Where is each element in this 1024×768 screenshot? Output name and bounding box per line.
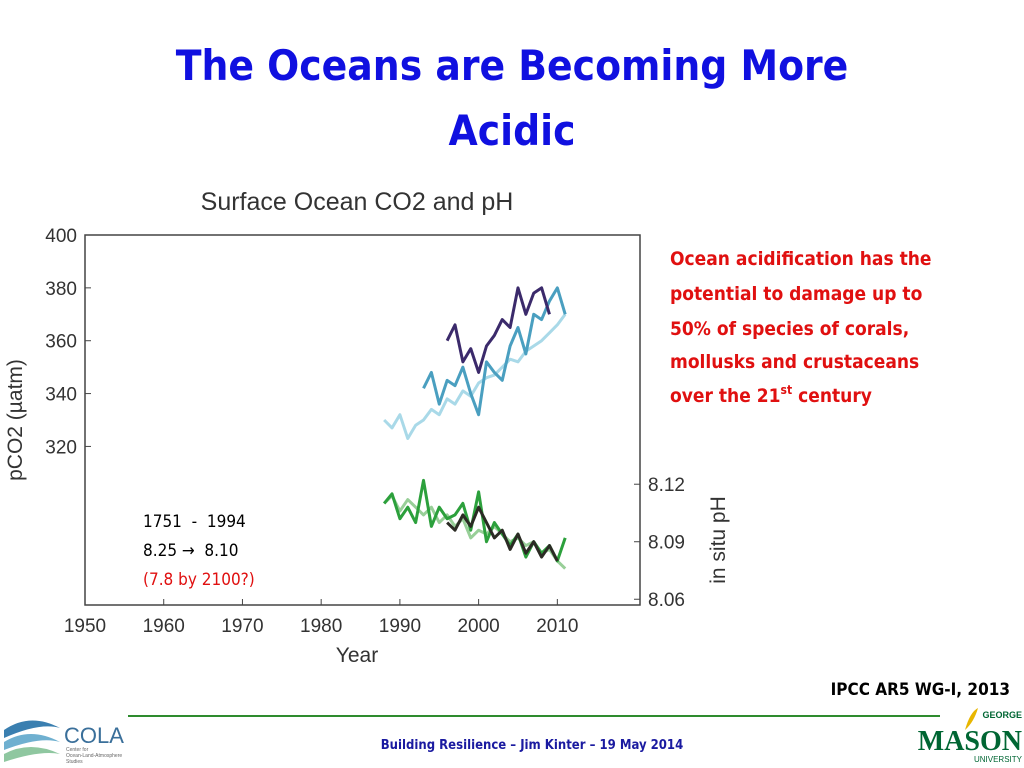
wave — [4, 734, 60, 750]
text-part: century — [792, 385, 872, 407]
y-tick-label: 340 — [45, 385, 77, 406]
text-part: over the 21 — [670, 385, 781, 407]
note-line: 8.25 → 8.10 — [143, 541, 238, 561]
side-note-line: mollusks and crustaceans — [670, 351, 919, 373]
y2-axis-label: in situ pH — [707, 496, 730, 584]
y2-tick-label: 8.12 — [648, 475, 685, 496]
data-line — [446, 505, 559, 562]
data-line — [445, 286, 551, 374]
side-note-line: Ocean acidification has the — [670, 248, 932, 270]
y-tick-label: 400 — [45, 226, 77, 247]
y-tick-label: 380 — [45, 279, 77, 300]
side-note: Ocean acidification has the potential to… — [670, 248, 932, 407]
data-line — [422, 286, 567, 417]
x-tick-label: 2010 — [536, 616, 578, 637]
superscript: st — [781, 383, 793, 397]
y2-tick-label: 8.06 — [648, 590, 685, 611]
logo-text: COLA — [64, 723, 124, 748]
plot-frame — [84, 234, 641, 606]
y-axis-label: pCO2 (µatm) — [4, 359, 27, 481]
x-tick-label: 1980 — [300, 616, 342, 637]
x-tick-label: 2000 — [457, 616, 499, 637]
y-tick-label: 360 — [45, 332, 77, 353]
wave — [4, 747, 60, 762]
logo-text: UNIVERSITY — [974, 755, 1023, 764]
cola-logo: COLA Center for Ocean-Land-Atmosphere St… — [4, 720, 124, 765]
logo-text: MASON — [918, 726, 1022, 757]
logo-leaf — [965, 708, 978, 730]
gmu-logo: GEORGE MASON UNIVERSITY — [918, 708, 1023, 764]
data-line — [383, 313, 567, 440]
note-box: 1751 - 1994 8.25 → 8.10 (7.8 by 2100?) — [143, 512, 255, 590]
y2-tick-label: 8.09 — [648, 533, 685, 554]
wave — [4, 720, 60, 738]
slide-title: The Oceans are Becoming More — [176, 41, 849, 90]
x-tick-label: 1960 — [143, 616, 185, 637]
side-note-line: over the 21st century — [670, 383, 872, 407]
logo-sub: Center for — [66, 747, 89, 753]
x-axis-label: Year — [336, 644, 378, 667]
logo-sub: Ocean-Land-Atmosphere — [66, 753, 122, 759]
x-tick-label: 1970 — [221, 616, 263, 637]
source: IPCC AR5 WG-I, 2013 — [831, 680, 1010, 700]
x-tick-label: 1990 — [379, 616, 421, 637]
side-note-line: 50% of species of corals, — [670, 318, 909, 340]
slide-title: Acidic — [449, 106, 576, 155]
logo-text: GEORGE — [982, 710, 1022, 720]
logo-sub: Studies — [66, 759, 83, 765]
chart-title: Surface Ocean CO2 and pH — [201, 188, 514, 216]
x-tick-label: 1950 — [64, 616, 106, 637]
side-note-line: potential to damage up to — [670, 283, 923, 305]
y-tick-label: 320 — [45, 437, 77, 458]
note-line: (7.8 by 2100?) — [143, 570, 255, 590]
note-line: 1751 - 1994 — [143, 512, 246, 532]
footer: Building Resilience – Jim Kinter – 19 Ma… — [381, 738, 683, 753]
